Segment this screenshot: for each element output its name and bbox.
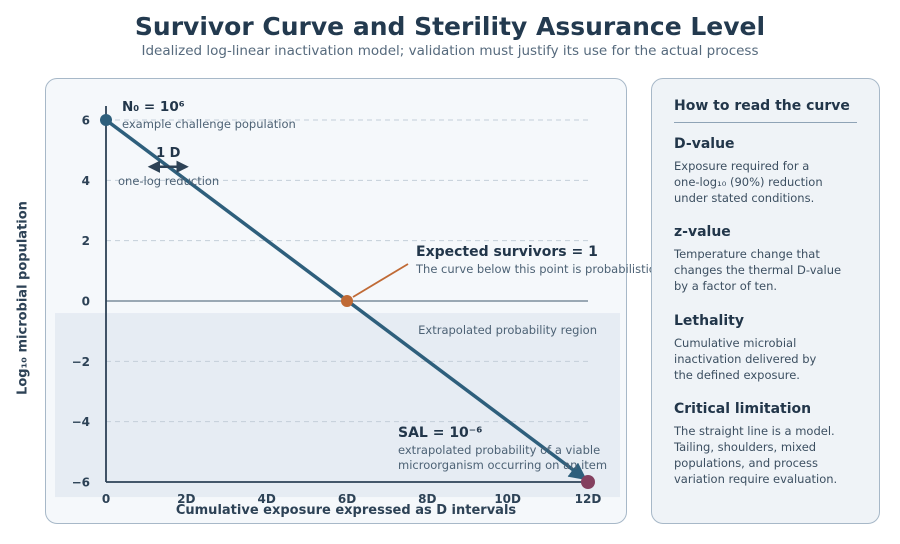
- one-survivor-leader-line: [352, 263, 409, 298]
- start-point-label: N₀ = 10⁶: [122, 99, 185, 115]
- extrapolated-region: [55, 313, 620, 498]
- x-tick-label: 4D: [258, 492, 276, 506]
- definition-line: the defined exposure.: [674, 368, 800, 382]
- definition-line: variation require evaluation.: [674, 472, 838, 486]
- sal-label: SAL = 10⁻⁶: [398, 425, 482, 441]
- sal-note-line: extrapolated probability of a viable: [398, 443, 600, 457]
- y-axis-title: Log₁₀ microbial population: [15, 201, 31, 395]
- start-point-note: example challenge population: [122, 117, 296, 131]
- y-tick-label: −6: [72, 476, 90, 490]
- definition-line: under stated conditions.: [674, 191, 815, 205]
- chart-title: Survivor Curve and Sterility Assurance L…: [134, 12, 766, 41]
- d-interval-sublabel: one-log reduction: [118, 174, 219, 188]
- y-tick-label: −4: [72, 415, 90, 429]
- y-tick-label: 4: [82, 174, 90, 188]
- chart-subtitle: Idealized log-linear inactivation model;…: [141, 43, 759, 59]
- definition-lethality: Lethality Cumulative microbial inactivat…: [674, 313, 864, 383]
- definition-heading: z-value: [674, 224, 731, 240]
- definition-line: populations, and process: [674, 456, 818, 470]
- x-tick-label: 10D: [494, 492, 521, 506]
- start-point: [100, 114, 112, 126]
- definition-line: one-log₁₀ (90%) reduction: [674, 175, 823, 189]
- x-tick-label: 0: [102, 492, 110, 506]
- definition-line: Temperature change that: [674, 247, 820, 261]
- definition-line: Exposure required for a: [674, 159, 810, 173]
- definition-line: by a factor of ten.: [674, 279, 778, 293]
- legend-panel-divider: [674, 122, 857, 123]
- x-tick-label: 6D: [338, 492, 356, 506]
- definition-critical-limitation: Critical limitation The straight line is…: [674, 401, 864, 487]
- x-tick-label: 12D: [575, 492, 602, 506]
- y-tick-label: 0: [82, 295, 90, 309]
- definition-line: The straight line is a model.: [674, 424, 835, 438]
- y-tick-label: 6: [82, 114, 90, 128]
- x-axis-title: Cumulative exposure expressed as D inter…: [175, 503, 517, 518]
- definition-line: changes the thermal D-value: [674, 263, 842, 277]
- definition-line: Cumulative microbial: [674, 336, 797, 350]
- x-tick-label: 8D: [418, 492, 436, 506]
- legend-panel: How to read the curve D-value Exposure r…: [651, 78, 880, 524]
- one-survivor-label: Expected survivors = 1: [416, 244, 598, 260]
- definition-d-value: D-value Exposure required for a one-log₁…: [674, 136, 864, 206]
- one-survivor-point: [341, 295, 353, 307]
- definition-line: Tailing, shoulders, mixed: [674, 440, 817, 454]
- y-tick-label: 2: [82, 234, 90, 248]
- y-tick-label: −2: [72, 355, 90, 369]
- x-tick-label: 2D: [177, 492, 195, 506]
- definition-z-value: z-value Temperature change that changes …: [674, 224, 864, 294]
- definition-heading: Critical limitation: [674, 401, 812, 417]
- d-interval-label: 1 D: [156, 146, 181, 161]
- one-survivor-note: The curve below this point is probabilis…: [415, 262, 659, 276]
- definition-heading: Lethality: [674, 313, 744, 329]
- legend-panel-title: How to read the curve: [674, 98, 850, 114]
- sal-point: [581, 475, 595, 489]
- extrapolated-region-label: Extrapolated probability region: [418, 323, 597, 337]
- sal-note-line: microorganism occurring on an item: [398, 458, 607, 472]
- definition-heading: D-value: [674, 136, 735, 152]
- definition-line: inactivation delivered by: [674, 352, 817, 366]
